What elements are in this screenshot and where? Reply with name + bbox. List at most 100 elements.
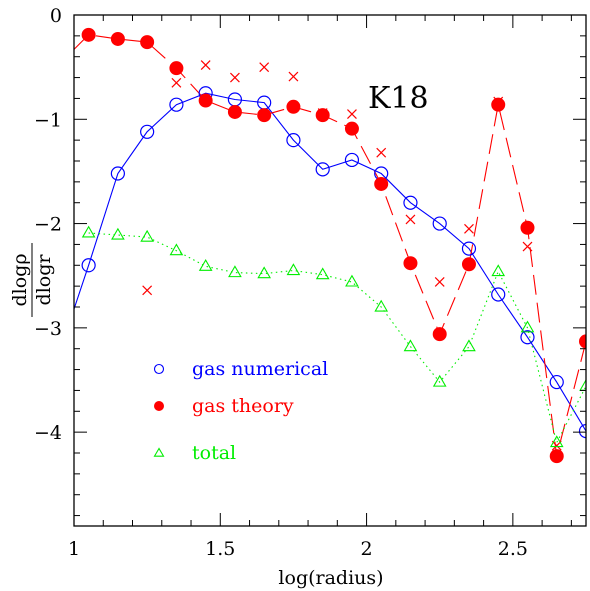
gas_theory-point xyxy=(81,27,96,42)
cross-stroke xyxy=(522,241,533,252)
cross-stroke xyxy=(259,62,270,73)
plot-frame xyxy=(73,14,587,527)
ticks-layer xyxy=(73,14,586,526)
cross-point xyxy=(522,241,533,252)
legend-entry-gas_theory: gas theory xyxy=(154,395,294,417)
cross-stroke xyxy=(288,71,299,82)
cross-point xyxy=(229,72,240,83)
x-tick-label: 2.5 xyxy=(498,538,528,560)
y-tick-label: −1 xyxy=(34,109,62,131)
total-point xyxy=(286,263,301,276)
total-point xyxy=(81,225,96,238)
y-tick-label: −4 xyxy=(34,422,62,444)
x-tick-label: 2 xyxy=(361,538,373,560)
gas_theory-point xyxy=(374,176,389,191)
cross-stroke xyxy=(405,214,416,225)
gas_numerical-point xyxy=(169,97,184,112)
cross-point xyxy=(288,71,299,82)
gas_theory-point xyxy=(344,121,359,136)
total-point xyxy=(345,274,359,287)
markers-layer xyxy=(81,27,586,464)
y-tick-label: −2 xyxy=(34,214,62,236)
gas_numerical-point xyxy=(549,374,564,390)
gas_numerical-point xyxy=(432,216,447,231)
total-point xyxy=(169,243,184,256)
cross-point xyxy=(142,285,153,296)
legend-marker-total xyxy=(153,447,165,457)
gas_numerical-point xyxy=(81,258,96,273)
cross-stroke xyxy=(171,77,182,88)
gas_numerical-point xyxy=(461,241,477,256)
y-axis-title: dlogρ dlogr xyxy=(9,243,55,317)
cross-point xyxy=(347,109,357,119)
cross-stroke xyxy=(551,440,562,451)
y-tick-label: −3 xyxy=(34,318,62,340)
gas_theory-point xyxy=(579,334,586,349)
legend-entry-gas_numerical: gas numerical xyxy=(153,358,328,380)
cross-point xyxy=(405,214,416,225)
total-point xyxy=(403,339,418,352)
total-point xyxy=(257,266,272,279)
legend-marker-gas_numerical xyxy=(153,363,165,375)
x-tick-label: 1.5 xyxy=(205,538,235,560)
gas_theory-point xyxy=(257,108,272,123)
cross-point xyxy=(464,223,474,234)
gas_theory-point xyxy=(549,449,564,464)
cross-stroke xyxy=(464,223,474,234)
total-point xyxy=(491,264,506,277)
cross-stroke xyxy=(434,277,445,287)
total-point xyxy=(198,259,213,271)
panel-label: K18 xyxy=(368,81,429,116)
total-point xyxy=(228,265,242,278)
gas_theory-point xyxy=(520,220,535,235)
cross-stroke xyxy=(376,147,387,158)
gas_theory-point xyxy=(169,61,184,76)
legend-label-total: total xyxy=(192,442,236,464)
legend-label-gas_theory: gas theory xyxy=(192,395,294,417)
gas_numerical-line xyxy=(74,92,586,432)
cross-point xyxy=(376,147,387,158)
x-axis-title: log(radius) xyxy=(278,567,383,589)
total-point xyxy=(520,320,535,333)
legend-marker-gas_theory xyxy=(154,401,164,411)
cross-point xyxy=(259,62,270,73)
gas_numerical-point xyxy=(403,195,418,210)
cross-point xyxy=(434,277,445,287)
crosses-layer xyxy=(83,29,586,451)
total-line xyxy=(88,232,586,445)
gas_theory-point xyxy=(140,35,155,50)
total-point xyxy=(432,374,447,387)
gas_numerical-point xyxy=(286,133,301,148)
total-point xyxy=(374,299,389,312)
gas_theory-point xyxy=(403,256,418,271)
cross-point xyxy=(171,77,182,88)
gas_theory-point xyxy=(432,327,447,342)
y-axis-title-numerator: dlogρ xyxy=(9,253,31,306)
gas_theory-point xyxy=(315,108,330,123)
series-layer xyxy=(74,34,586,457)
total-point xyxy=(549,435,564,448)
total-point xyxy=(315,267,330,280)
cross-stroke xyxy=(347,109,357,119)
gas_numerical-point xyxy=(344,152,360,168)
gas_theory-point xyxy=(491,97,506,112)
gas_numerical-point xyxy=(140,124,155,139)
gas_theory-point xyxy=(110,31,125,46)
gas_numerical-point xyxy=(491,287,506,302)
cross-point xyxy=(551,440,562,451)
cross-stroke xyxy=(142,285,153,296)
legend-entry-total: total xyxy=(153,442,236,464)
gas_numerical-point xyxy=(578,424,586,439)
gas_theory-point xyxy=(227,104,242,119)
gas_numerical-point xyxy=(315,162,330,177)
gas_numerical-point xyxy=(110,166,125,181)
tick-labels-layer: 1 1.5 2 2.5 0 −1 −2 −3 −4 xyxy=(34,5,528,560)
y-axis-title-denominator: dlogr xyxy=(33,254,55,306)
gas_theory-line xyxy=(74,34,586,457)
cross-stroke xyxy=(229,72,240,83)
y-tick-label: 0 xyxy=(50,5,62,27)
total-point xyxy=(111,227,125,240)
total-point xyxy=(140,229,154,242)
cross-stroke xyxy=(200,60,211,70)
